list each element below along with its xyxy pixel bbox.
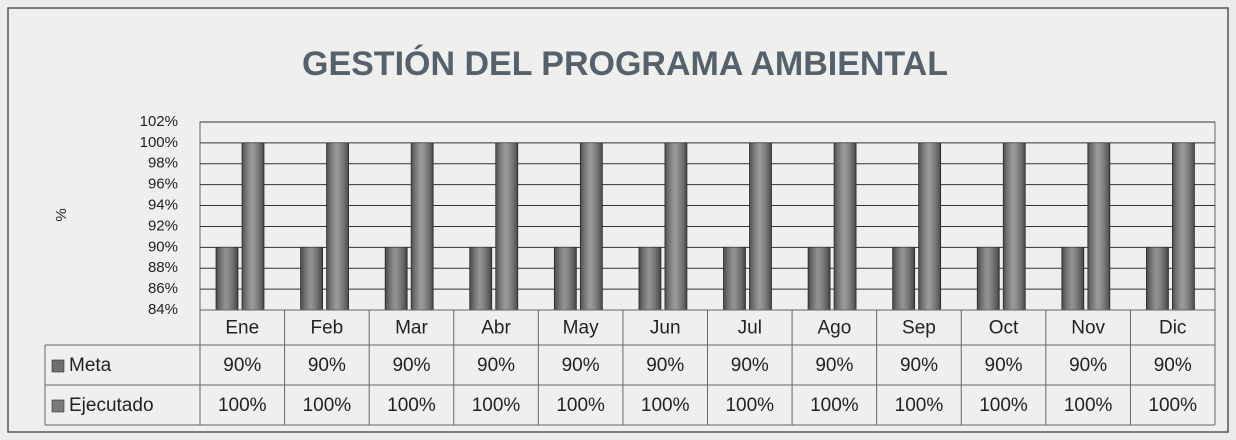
bar-shade — [918, 142, 941, 310]
table-value: 90% — [646, 355, 684, 376]
x-tick-label: Oct — [989, 318, 1019, 339]
legend-key — [51, 359, 65, 373]
x-tick-label: Feb — [311, 318, 344, 339]
table-value: 90% — [392, 355, 430, 376]
bar-shade — [242, 142, 264, 310]
table-value: 100% — [895, 395, 944, 416]
y-tick-label: 102% — [140, 113, 178, 130]
bar-shade — [216, 247, 238, 310]
bar-shade — [1087, 142, 1110, 310]
y-tick-label: 88% — [148, 259, 178, 276]
bar-shade — [977, 247, 1000, 310]
bar-shade — [1146, 247, 1169, 310]
table-value: 90% — [477, 355, 515, 376]
chart-title: GESTIÓN DEL PROGRAMA AMBIENTAL — [302, 45, 948, 83]
bar-shade — [723, 247, 746, 310]
table-value: 90% — [1069, 355, 1107, 376]
table-value: 100% — [387, 395, 436, 416]
bar-shade — [1061, 247, 1084, 310]
table-value: 90% — [900, 355, 938, 376]
bar-shade — [411, 142, 434, 310]
legend-key — [51, 399, 65, 413]
legend-label: Ejecutado — [69, 395, 154, 416]
x-tick-label: Jul — [738, 318, 762, 339]
table-value: 90% — [308, 355, 346, 376]
bar-shade — [749, 142, 772, 310]
x-tick-label: Ago — [817, 318, 851, 339]
bar-shade — [834, 142, 857, 310]
y-tick-label: 86% — [148, 280, 178, 297]
table-value: 100% — [1064, 395, 1113, 416]
table-value: 100% — [556, 395, 605, 416]
x-tick-label: Ene — [225, 318, 259, 339]
y-tick-label: 94% — [148, 197, 178, 214]
bar-shade — [664, 142, 687, 310]
x-tick-label: Sep — [902, 318, 936, 339]
bar-shade — [469, 247, 492, 310]
y-tick-label: 90% — [148, 238, 178, 255]
table-value: 100% — [218, 395, 267, 416]
y-tick-label: 92% — [148, 217, 178, 234]
legend-label: Meta — [69, 355, 112, 376]
table-value: 90% — [223, 355, 261, 376]
x-tick-label: Abr — [481, 318, 511, 339]
bar-shade — [892, 247, 915, 310]
bar-shade — [385, 247, 408, 310]
table-value: 90% — [815, 355, 853, 376]
y-tick-label: 96% — [148, 176, 178, 193]
table-value: 100% — [303, 395, 352, 416]
x-tick-label: May — [563, 318, 599, 339]
y-axis-label: % — [53, 208, 70, 221]
table-value: 90% — [731, 355, 769, 376]
y-tick-label: 84% — [148, 301, 178, 318]
bar-shade — [554, 247, 577, 310]
bar-shade — [300, 247, 323, 310]
x-tick-label: Nov — [1071, 318, 1105, 339]
table-value: 90% — [562, 355, 600, 376]
table-value: 90% — [985, 355, 1023, 376]
bar-shade — [326, 142, 349, 310]
bar-shade — [1003, 142, 1026, 310]
y-tick-label: 98% — [148, 155, 178, 172]
table-value: 100% — [1148, 395, 1197, 416]
table-value: 100% — [472, 395, 521, 416]
bar-shade — [580, 142, 603, 310]
x-tick-label: Jun — [650, 318, 681, 339]
table-value: 100% — [641, 395, 690, 416]
table-value: 100% — [725, 395, 774, 416]
table-value: 90% — [1154, 355, 1192, 376]
table-value: 100% — [979, 395, 1028, 416]
x-tick-label: Mar — [395, 318, 428, 339]
bar-shade — [638, 247, 661, 310]
bar-shade — [1172, 142, 1195, 310]
table-value: 100% — [810, 395, 859, 416]
x-tick-label: Dic — [1159, 318, 1186, 339]
bar-shade — [808, 247, 831, 310]
bar-shade — [495, 142, 518, 310]
y-tick-label: 100% — [140, 134, 178, 151]
